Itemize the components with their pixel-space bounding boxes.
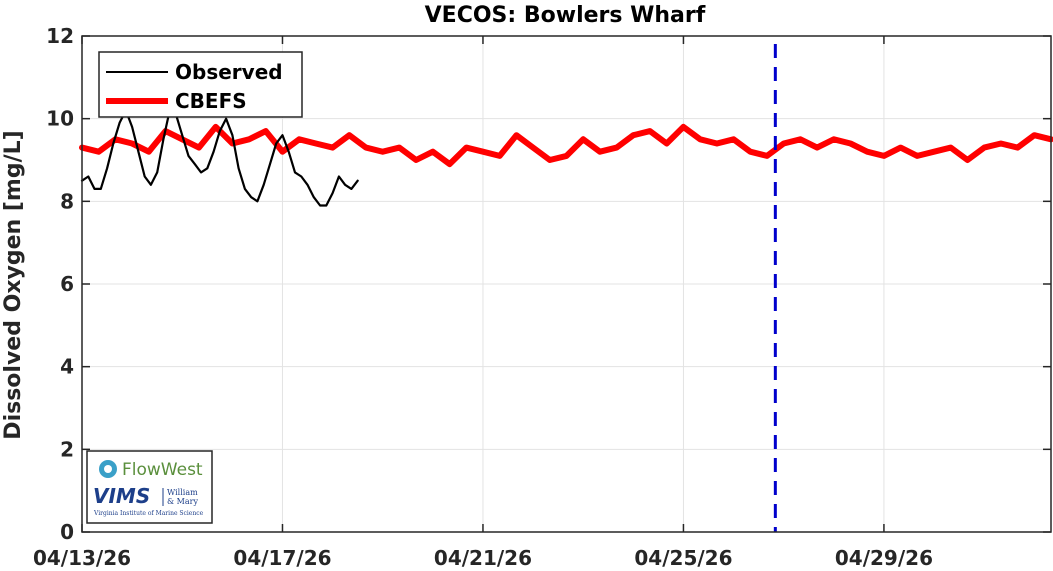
series-line-cbefs <box>79 123 1053 168</box>
legend-label-observed: Observed <box>175 60 283 84</box>
wm-line-2: & Mary <box>167 497 198 506</box>
grid-lines <box>81 35 1051 533</box>
x-tick-label: 04/29/26 <box>835 546 933 570</box>
y-tick-label: 4 <box>60 355 74 379</box>
tick-labels: 0 2 4 6 8 10 12 04/13/26 04/17/26 04/21/26 04/25/2… <box>33 24 933 570</box>
flowwest-logo-icon-center <box>104 465 112 473</box>
y-tick-label: 6 <box>60 272 74 296</box>
legend-box <box>98 51 303 118</box>
chart-title: VECOS: Bowlers Wharf <box>425 3 706 28</box>
x-tick-label: 04/17/26 <box>233 546 331 570</box>
y-tick-label: 10 <box>46 107 74 131</box>
y-tick-label: 2 <box>60 437 74 461</box>
y-tick-label: 12 <box>46 24 74 48</box>
x-tick-label: 04/13/26 <box>33 546 131 570</box>
vims-label: VIMS <box>93 484 150 508</box>
y-tick-label: 8 <box>60 189 74 213</box>
flowwest-label: FlowWest <box>122 460 203 480</box>
y-axis-label: Dissolved Oxygen [mg/L] <box>1 130 26 439</box>
x-tick-label: 04/21/26 <box>434 546 532 570</box>
vims-subtitle: Virginia Institute of Marine Science <box>93 510 204 517</box>
x-tick-label: 04/25/26 <box>634 546 732 570</box>
logo-panel: FlowWest VIMS William & Mary Virginia In… <box>86 450 213 524</box>
wm-line-1: William <box>167 488 198 497</box>
axes-frame <box>81 35 1052 533</box>
legend: Observed CBEFS <box>98 51 303 118</box>
y-tick-label: 0 <box>60 520 74 544</box>
legend-label-cbefs: CBEFS <box>175 89 247 113</box>
